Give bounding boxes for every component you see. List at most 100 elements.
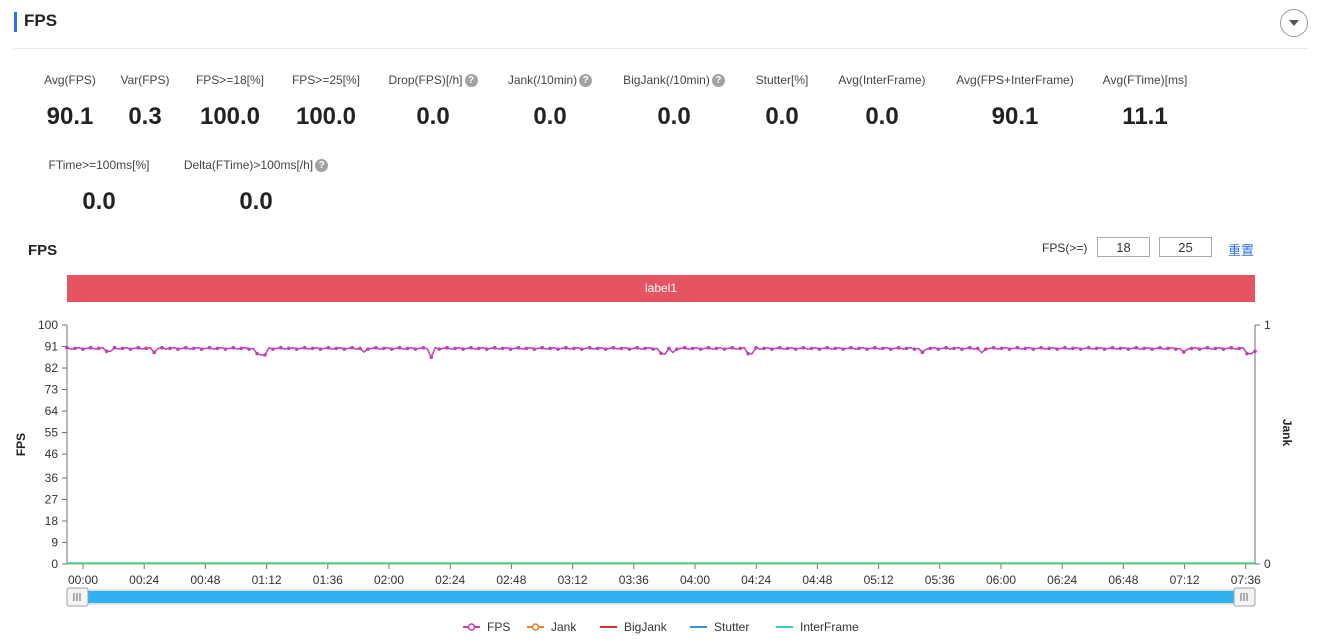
legend-item-bigjank[interactable]: BigJank — [600, 620, 668, 634]
metric-value: 11.1 — [1122, 103, 1168, 130]
fps-point — [1015, 345, 1020, 350]
fps-point — [1118, 346, 1123, 351]
fps-point — [1023, 346, 1028, 351]
fps-point — [920, 350, 925, 355]
metric-label-text: Delta(FTime)>100ms[/h] — [183, 158, 314, 172]
x-tick-label: 01:36 — [313, 573, 343, 587]
fps-point — [706, 345, 711, 350]
y-tick-label: 73 — [45, 383, 59, 397]
metric-label: Stutter[%] — [756, 72, 809, 88]
threshold-input-1[interactable] — [1097, 237, 1150, 257]
y-tick-label: 36 — [45, 471, 59, 485]
fps-point — [302, 345, 307, 350]
fps-point — [1150, 347, 1154, 351]
metric-value: 90.1 — [46, 103, 94, 130]
fps-point — [271, 347, 275, 351]
fps-point — [572, 346, 576, 351]
metric-value: 0.0 — [657, 103, 691, 130]
fps-point — [762, 346, 766, 351]
fps-point — [1094, 346, 1099, 351]
metric-4: Drop(FPS)[/h]? 0.0 — [343, 71, 523, 131]
metric-label-text: Drop(FPS)[/h] — [388, 73, 463, 87]
chart-legend: FPS Jank BigJank Stutter InterFrame — [463, 620, 859, 634]
metric-value: 0.0 — [239, 188, 273, 215]
fps-point — [1229, 345, 1234, 350]
x-tick-label: 05:12 — [864, 573, 894, 587]
fps-point — [785, 346, 790, 351]
fps-point — [1102, 347, 1107, 351]
fps-point — [793, 347, 798, 351]
metric-8: Avg(InterFrame) 0.0 — [792, 71, 972, 131]
fps-point — [1166, 346, 1170, 351]
fps-point — [801, 345, 806, 350]
fps-point — [770, 347, 774, 351]
metric-label: FPS>=25[%] — [292, 72, 360, 88]
fps-point — [857, 346, 861, 351]
metric-label: Avg(FTime)[ms] — [1103, 72, 1188, 88]
fps-point — [263, 353, 267, 357]
fps-point — [413, 347, 418, 351]
fps-point — [453, 346, 457, 351]
reset-link[interactable]: 重置 — [1228, 243, 1255, 258]
collapse-button[interactable] — [1280, 9, 1308, 37]
fps-point — [1039, 345, 1043, 350]
fps-chart[interactable]: 0 9 18 27 36 46 55 64 73 82 91 100 0 1 FPS Jank 00:00 00:… — [0, 310, 1317, 610]
legend-label: FPS — [487, 620, 510, 634]
threshold-input-2[interactable] — [1159, 237, 1212, 257]
threshold-label: FPS(>=) — [1042, 241, 1088, 255]
legend-item-jank[interactable]: Jank — [527, 620, 577, 634]
fps-point — [429, 355, 434, 360]
fps-point — [627, 347, 632, 351]
help-icon[interactable]: ? — [315, 158, 329, 172]
x-tick-label: 02:24 — [435, 573, 465, 587]
x-tick-label: 04:00 — [680, 573, 710, 587]
x-tick-label: 00:00 — [68, 573, 98, 587]
fps-point — [239, 346, 244, 351]
fps-point — [350, 345, 354, 350]
x-tick-label: 00:24 — [129, 573, 159, 587]
fps-point — [643, 346, 647, 351]
fps-point — [160, 345, 164, 350]
fps-point — [358, 346, 362, 351]
fps-point — [1031, 347, 1036, 351]
fps-point — [516, 345, 521, 350]
label-band[interactable]: label1 — [67, 275, 1255, 302]
metric-value: 0.0 — [533, 103, 567, 130]
help-icon[interactable]: ? — [464, 73, 478, 87]
legend-item-interframe[interactable]: InterFrame — [776, 620, 859, 634]
metric-label: Jank(/10min)? — [508, 72, 593, 88]
help-icon[interactable]: ? — [579, 73, 593, 87]
legend-item-stutter[interactable]: Stutter — [690, 620, 749, 634]
fps-point — [96, 346, 101, 351]
metric-value: 90.1 — [991, 103, 1039, 130]
fps-point — [1126, 347, 1131, 351]
fps-point — [667, 346, 671, 351]
fps-point — [635, 345, 640, 350]
metric-0: Avg(FPS) 90.1 — [0, 71, 160, 131]
panel-title: FPS — [24, 11, 58, 30]
fps-point — [389, 347, 394, 351]
y-tick-label: 46 — [45, 447, 59, 461]
fps-point — [81, 347, 85, 351]
fps-point — [540, 345, 544, 350]
metric-label-text: BigJank(/10min) — [623, 73, 710, 87]
y-tick-label: 27 — [45, 492, 59, 506]
help-icon[interactable]: ? — [711, 73, 725, 87]
y-tick-label: 55 — [45, 426, 59, 440]
legend-item-fps[interactable]: FPS — [463, 620, 510, 634]
zoom-selection[interactable] — [77, 591, 1245, 603]
metric-label-text: Avg(FPS+InterFrame) — [956, 73, 1074, 87]
fps-point — [675, 347, 679, 351]
metric-value: 0.0 — [765, 103, 799, 130]
fps-point — [500, 346, 505, 351]
fps-point — [374, 345, 378, 350]
x-tick-label: 04:48 — [802, 573, 832, 587]
fps-point — [334, 346, 339, 351]
y-axis-right-label: Jank — [1280, 419, 1294, 447]
fps-point — [524, 346, 529, 351]
fps-point — [1237, 346, 1241, 351]
fps-point — [714, 346, 719, 351]
fps-point — [746, 351, 750, 356]
fps-point — [1142, 346, 1146, 351]
fps-point — [223, 347, 228, 351]
